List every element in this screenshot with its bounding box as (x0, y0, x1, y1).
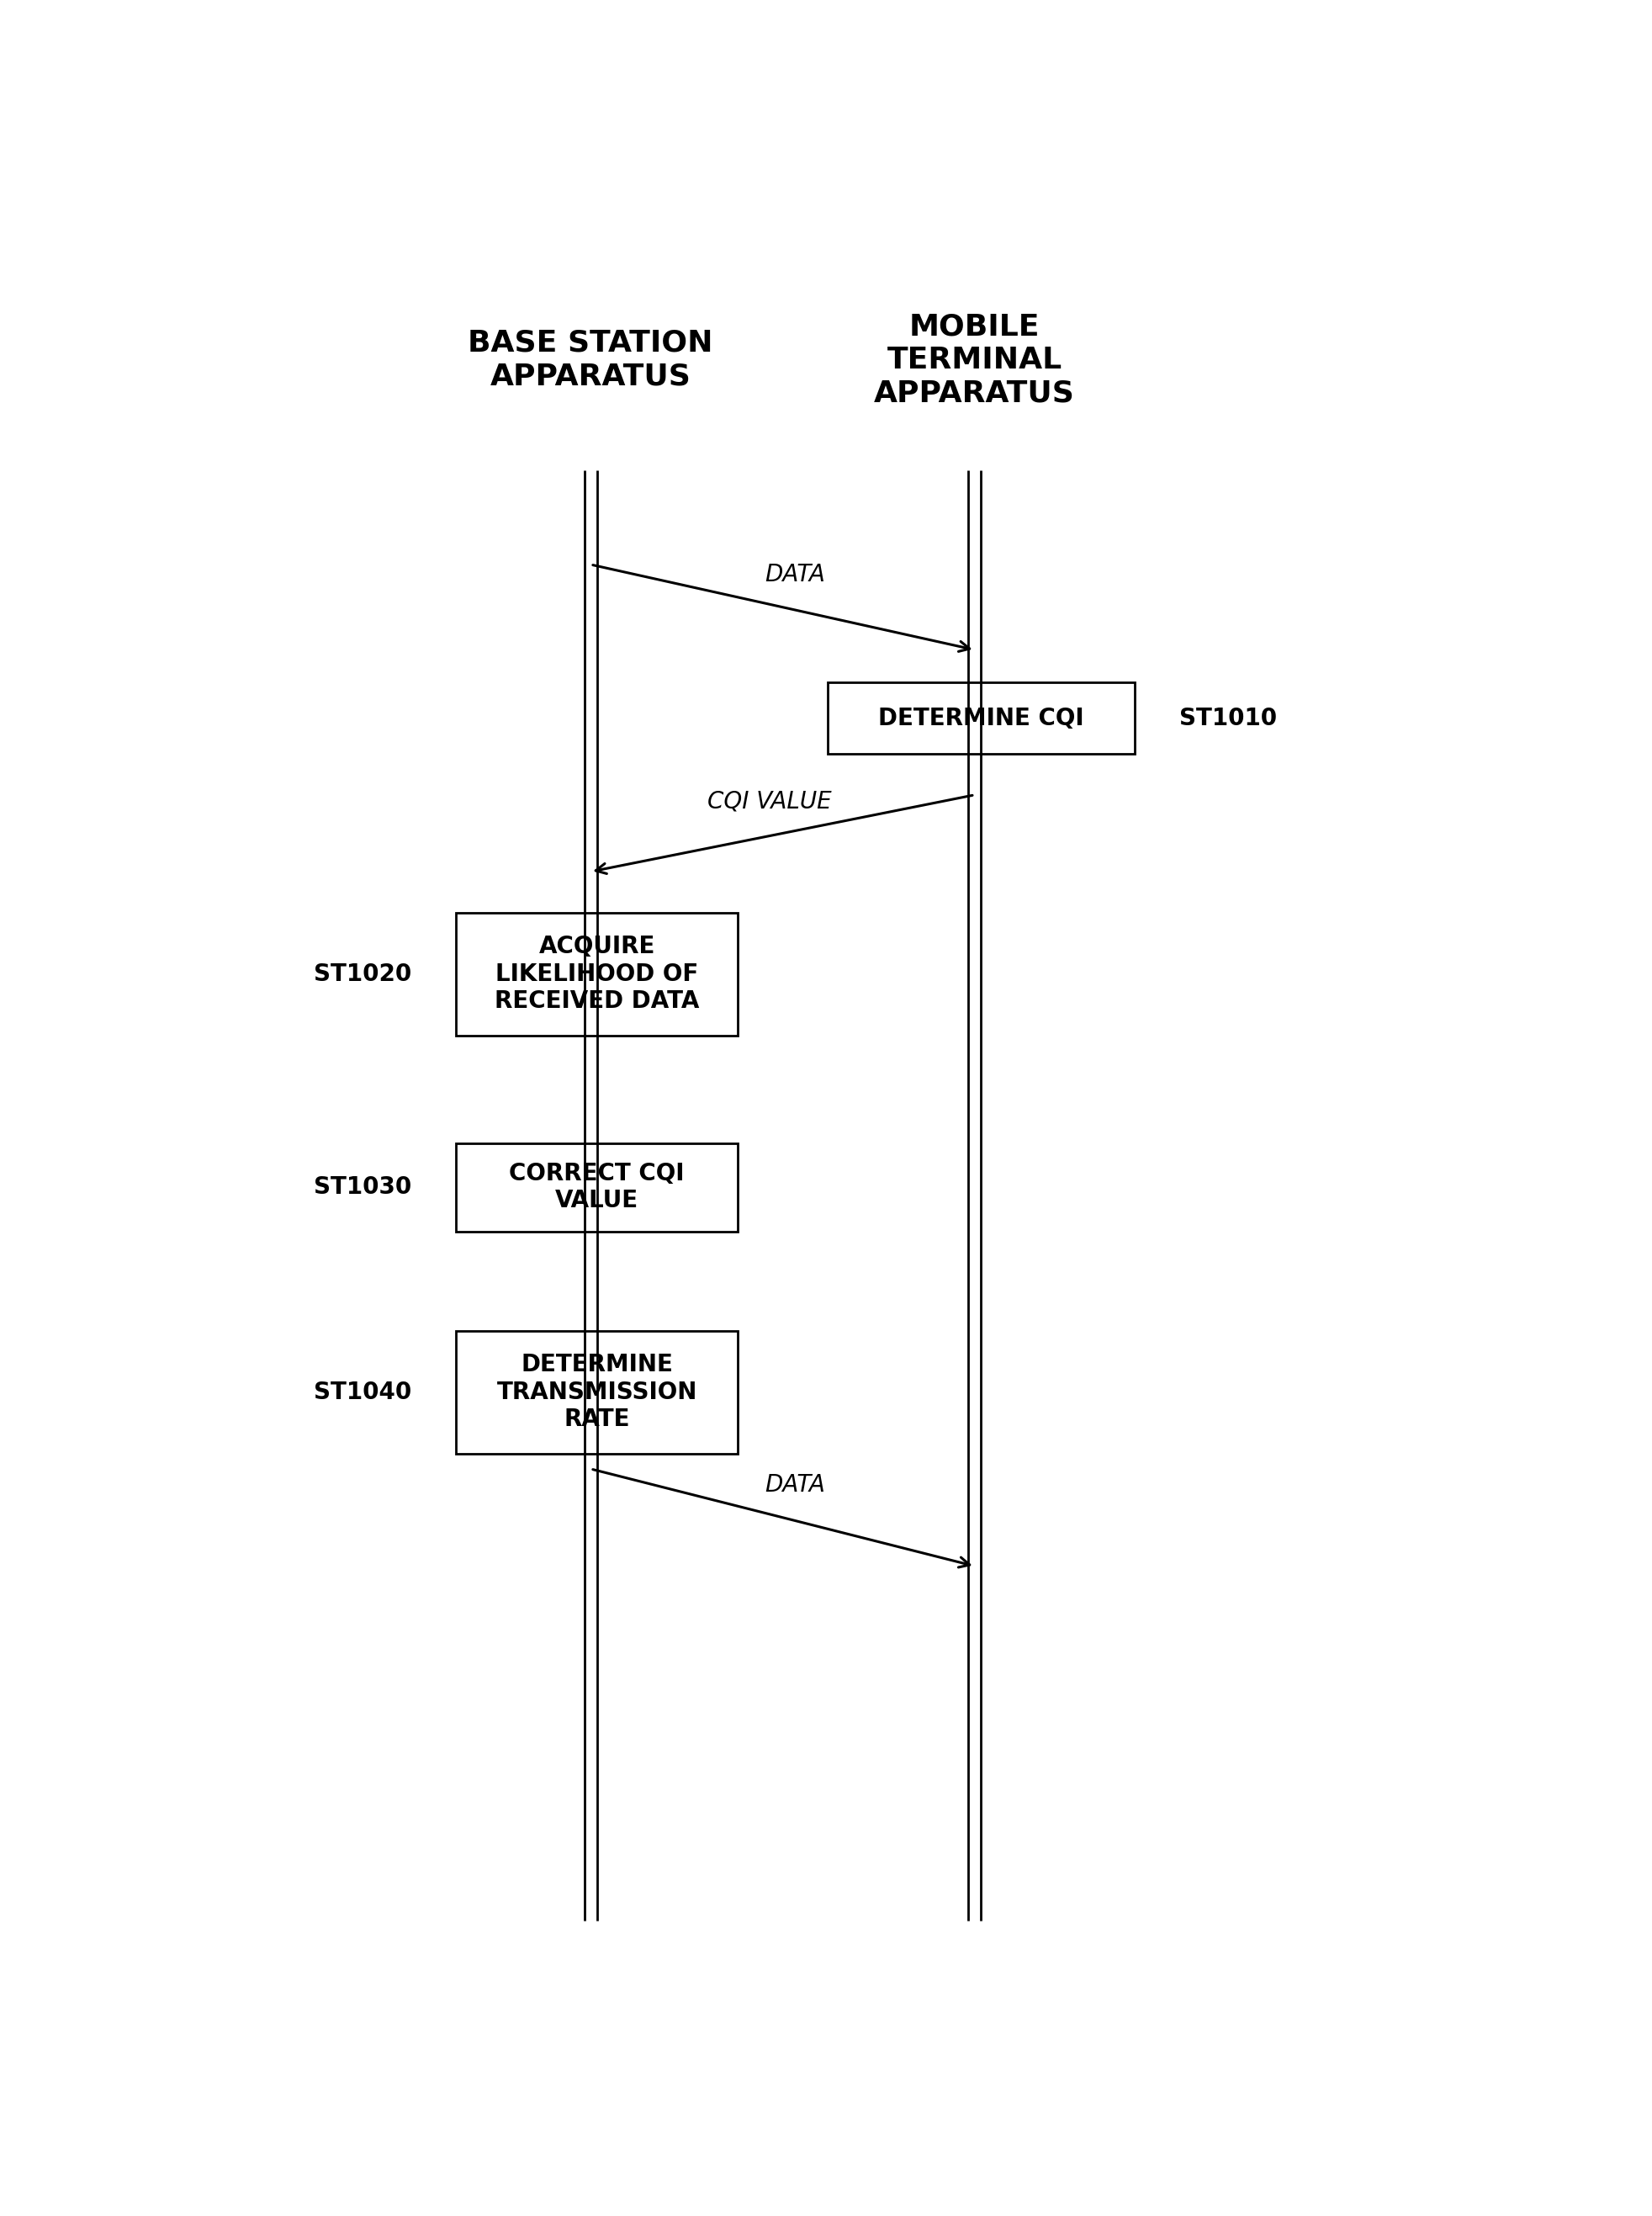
Text: DATA: DATA (765, 1474, 826, 1498)
Text: ST1030: ST1030 (314, 1174, 411, 1199)
Text: MOBILE
TERMINAL
APPARATUS: MOBILE TERMINAL APPARATUS (874, 312, 1075, 408)
Text: DETERMINE CQI: DETERMINE CQI (879, 707, 1084, 729)
Bar (456, 1330, 738, 1454)
Text: ST1020: ST1020 (314, 962, 411, 986)
Text: ST1010: ST1010 (1180, 707, 1277, 729)
Bar (456, 1143, 738, 1232)
Text: BASE STATION
APPARATUS: BASE STATION APPARATUS (468, 328, 714, 390)
Text: DATA: DATA (765, 563, 826, 587)
Text: ST1040: ST1040 (314, 1381, 411, 1405)
Text: CQI VALUE: CQI VALUE (707, 789, 833, 813)
Text: DETERMINE
TRANSMISSION
RATE: DETERMINE TRANSMISSION RATE (497, 1354, 697, 1432)
Text: CORRECT CQI
VALUE: CORRECT CQI VALUE (509, 1161, 684, 1212)
Text: ACQUIRE
LIKELIHOOD OF
RECEIVED DATA: ACQUIRE LIKELIHOOD OF RECEIVED DATA (494, 935, 699, 1013)
Bar (828, 683, 1135, 753)
Bar (456, 913, 738, 1035)
